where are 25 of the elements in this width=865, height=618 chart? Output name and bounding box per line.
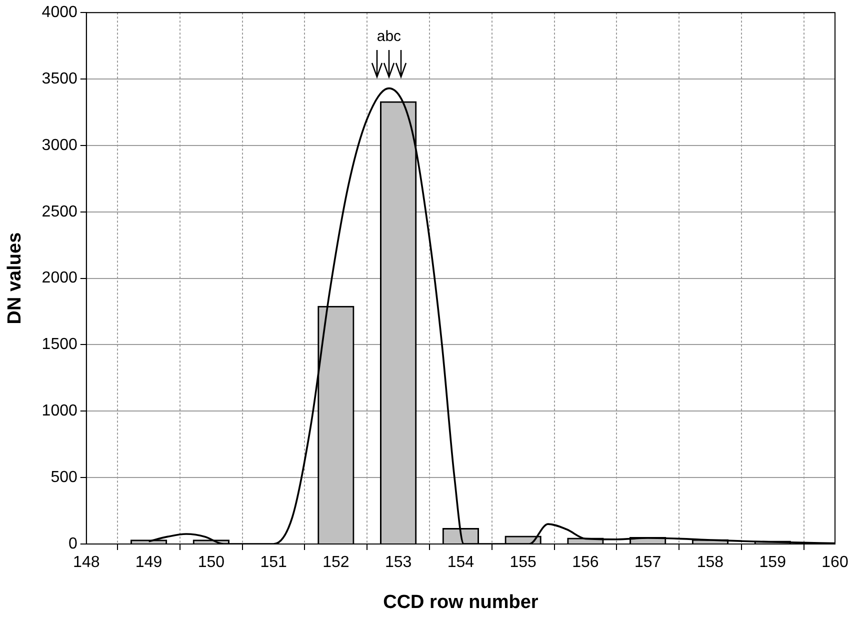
x-tick-label: 148 (73, 554, 100, 572)
y-tick-label: 3500 (42, 70, 78, 88)
y-tick-label: 4000 (42, 4, 78, 22)
y-tick-label: 2000 (42, 270, 78, 287)
annotation: abc (376, 28, 402, 46)
x-tick-label: 159 (759, 554, 786, 572)
x-tick-label: 155 (510, 554, 537, 572)
y-tick-label: 1500 (42, 336, 78, 354)
y-axis-title: DN values (4, 232, 26, 324)
x-tick-label: 150 (198, 554, 225, 572)
x-tick-label: 156 (572, 554, 599, 572)
x-tick-label: 153 (384, 554, 412, 572)
x-tick-label: 154 (447, 554, 474, 572)
x-tick-label: 157 (634, 554, 662, 572)
x-tick-label: 152 (322, 554, 350, 572)
y-tick-label: 0 (68, 535, 78, 552)
x-axis-title: CCD row number (383, 592, 539, 613)
y-tick-label: 500 (50, 468, 78, 486)
x-tick-label: 158 (696, 554, 724, 572)
x-tick-label: 160 (822, 554, 848, 572)
y-tick-label: 3000 (42, 136, 78, 154)
x-tick-label: 149 (135, 554, 162, 572)
y-tick-label: 2500 (42, 203, 78, 220)
y-tick-label: 1000 (42, 402, 78, 420)
x-tick-label: 151 (260, 554, 287, 572)
